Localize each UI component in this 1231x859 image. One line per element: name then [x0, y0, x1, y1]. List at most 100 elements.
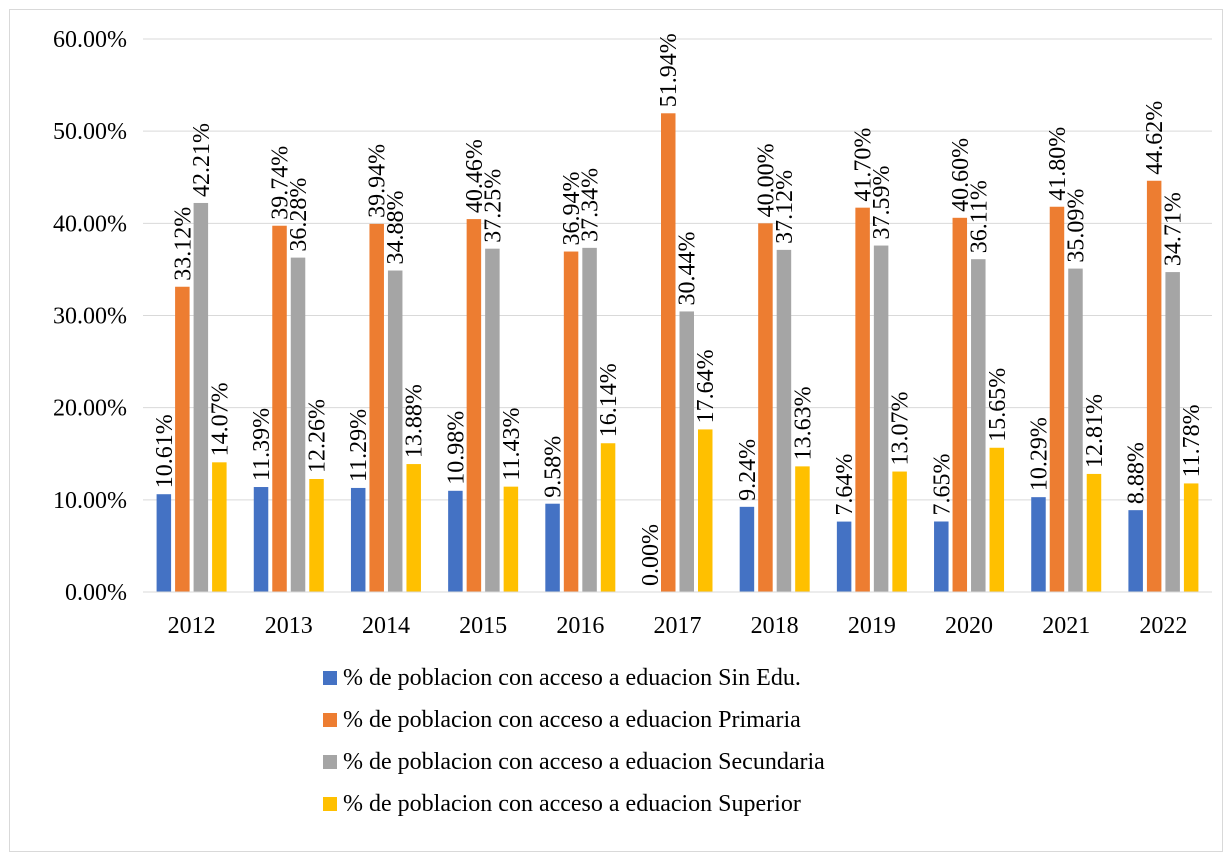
legend: % de poblacion con acceso a eduacion Sin…	[323, 665, 825, 817]
bar	[679, 311, 694, 592]
bar	[545, 503, 560, 592]
bar	[466, 219, 482, 592]
data-label: 42.21%	[189, 123, 215, 197]
legend-label: % de poblacion con acceso a eduacion Pri…	[343, 707, 801, 733]
x-tick-label: 2014	[362, 613, 410, 639]
x-tick-label: 2022	[1139, 613, 1187, 639]
bar	[758, 223, 773, 593]
bar	[934, 521, 949, 592]
data-label: 36.11%	[966, 180, 992, 253]
bar	[309, 479, 324, 592]
data-label: 7.64%	[832, 454, 858, 516]
data-label: 9.58%	[541, 436, 567, 498]
x-axis: 2012 2013 2014 2015 2016 2017 2018 2019 2020 2021…	[143, 591, 1212, 639]
data-label: 15.65%	[985, 368, 1011, 442]
data-label: 30.44%	[675, 231, 701, 305]
data-label: 12.81%	[1082, 394, 1108, 468]
x-tick-label: 2012	[168, 613, 216, 639]
x-tick-label: 2018	[751, 613, 799, 639]
data-label: 33.12%	[170, 207, 196, 281]
data-label: 14.07%	[207, 382, 233, 456]
x-tick-label: 2016	[556, 613, 604, 639]
data-label: 34.88%	[383, 191, 409, 265]
data-label: 40.00%	[753, 143, 779, 217]
data-label: 11.78%	[1179, 404, 1205, 477]
bar	[1049, 206, 1065, 592]
data-label: 37.59%	[869, 166, 895, 240]
y-tick-label: 30.00%	[53, 304, 127, 330]
data-label: 37.25%	[480, 169, 506, 243]
x-tick-label: 2019	[848, 613, 896, 639]
data-label: 13.88%	[402, 384, 428, 458]
bar	[156, 494, 172, 592]
data-label: 36.28%	[286, 178, 312, 252]
legend-label: % de poblacion con acceso a eduacion Sup…	[343, 791, 801, 817]
bar	[350, 487, 366, 592]
data-label: 41.70%	[851, 128, 877, 202]
bar	[855, 207, 870, 593]
data-label: 40.60%	[948, 138, 974, 212]
data-label: 11.43%	[499, 408, 525, 481]
x-tick-label: 2013	[265, 613, 313, 639]
data-label: 8.88%	[1124, 442, 1150, 504]
bar	[212, 462, 227, 592]
bar	[873, 245, 889, 592]
y-tick-label: 60.00%	[53, 27, 127, 53]
data-label: 35.09%	[1063, 189, 1089, 263]
bar	[1128, 510, 1143, 592]
data-label: 11.29%	[346, 409, 372, 482]
bar	[175, 286, 190, 592]
legend-swatch	[323, 797, 337, 811]
bar	[1146, 180, 1162, 593]
data-label: 7.65%	[929, 453, 955, 515]
bar	[582, 247, 597, 592]
data-label: 37.34%	[578, 168, 604, 242]
legend-swatch	[323, 713, 337, 727]
y-tick-label: 10.00%	[53, 488, 127, 514]
legend-swatch	[323, 671, 337, 685]
data-label: 13.63%	[790, 386, 816, 460]
data-label: 12.26%	[305, 399, 331, 473]
bar	[193, 202, 209, 593]
data-label: 0.00%	[638, 524, 664, 586]
y-tick-label: 50.00%	[53, 119, 127, 145]
bar	[698, 429, 713, 592]
data-label: 39.94%	[365, 144, 391, 218]
bar	[369, 223, 384, 592]
data-label: 51.94%	[656, 33, 682, 107]
bar	[661, 113, 676, 593]
data-label: 41.80%	[1045, 127, 1071, 201]
y-axis: 0.00% 10.00% 20.00% 30.00% 40.00% 50.00% 60.00…	[53, 27, 127, 606]
data-label: 36.94%	[559, 172, 585, 246]
x-tick-label: 2020	[945, 613, 993, 639]
data-label: 34.71%	[1161, 192, 1187, 266]
legend-label: % de poblacion con acceso a eduacion Sec…	[343, 749, 825, 775]
y-tick-label: 20.00%	[53, 396, 127, 422]
bar	[448, 490, 463, 592]
bar	[503, 486, 519, 592]
data-label: 44.62%	[1142, 101, 1168, 175]
bar	[1165, 272, 1180, 592]
x-tick-label: 2021	[1042, 613, 1090, 639]
bar	[290, 257, 306, 592]
y-tick-label: 0.00%	[65, 580, 127, 606]
data-label: 9.24%	[735, 439, 761, 501]
data-label: 16.14%	[596, 363, 622, 437]
bar	[406, 464, 421, 592]
bar	[892, 471, 907, 592]
data-label: 39.74%	[268, 146, 294, 220]
legend-swatch	[323, 755, 337, 769]
bar	[253, 487, 269, 592]
bar	[563, 251, 579, 593]
bar	[971, 259, 986, 592]
bar	[600, 443, 616, 592]
x-tick-label: 2015	[459, 613, 507, 639]
bars	[156, 113, 1199, 593]
data-label: 10.61%	[152, 414, 178, 488]
legend-label: % de poblacion con acceso a eduacion Sin…	[343, 665, 801, 691]
bar	[836, 521, 852, 592]
chart-border	[9, 9, 1223, 852]
y-tick-label: 40.00%	[53, 211, 127, 237]
